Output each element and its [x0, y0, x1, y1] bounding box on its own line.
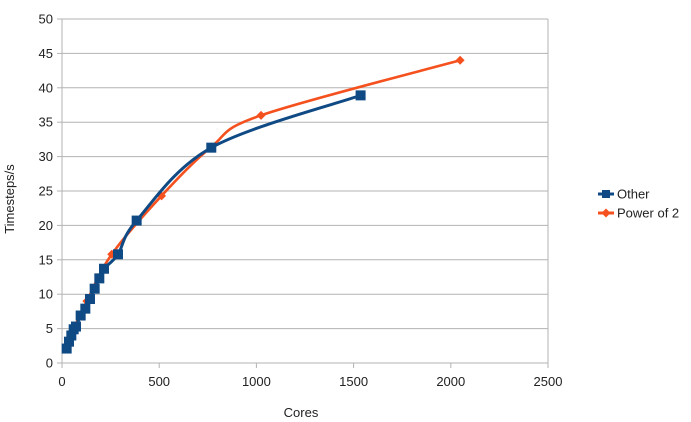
series-other	[61, 90, 366, 354]
data-point	[84, 294, 95, 305]
y-tick-label: 35	[39, 115, 53, 130]
grid-lines	[62, 18, 548, 364]
data-point	[112, 249, 123, 260]
y-tick-label: 15	[39, 252, 53, 267]
y-tick-label: 10	[39, 287, 53, 302]
y-tick-label: 40	[39, 80, 53, 95]
data-point	[355, 90, 366, 101]
y-tick-labels: 0 5 10 15 20 25 30 35 40 45 50	[39, 12, 53, 371]
axes	[57, 18, 549, 368]
x-tick-label: 2500	[534, 374, 563, 389]
x-tick-label: 1500	[339, 374, 368, 389]
y-tick-label: 45	[39, 46, 53, 61]
legend-marker	[602, 190, 610, 198]
data-point	[66, 330, 77, 341]
x-tick-label: 1000	[242, 374, 271, 389]
y-tick-label: 20	[39, 218, 53, 233]
data-point	[206, 142, 217, 153]
y-tick-label: 0	[46, 356, 53, 371]
data-point	[80, 303, 91, 314]
legend-label: Other	[617, 187, 650, 202]
series-line	[65, 93, 363, 351]
x-tick-label: 500	[148, 374, 170, 389]
legend-marker	[601, 208, 611, 218]
series-line	[66, 58, 462, 346]
y-tick-label: 5	[46, 321, 53, 336]
data-point	[61, 343, 72, 354]
data-point	[98, 263, 109, 274]
data-point	[455, 55, 465, 65]
y-tick-label: 25	[39, 184, 53, 199]
data-point	[70, 321, 81, 332]
data-point	[63, 336, 74, 347]
x-tick-label: 2000	[436, 374, 465, 389]
y-tick-label: 50	[39, 12, 53, 27]
series-power-of-2	[63, 55, 465, 349]
x-axis-title: Cores	[284, 405, 319, 420]
data-point	[94, 273, 105, 284]
data-point	[89, 283, 100, 294]
series-group	[61, 55, 465, 354]
data-point	[131, 215, 142, 226]
legend: Other Power of 2	[598, 187, 679, 221]
data-point	[256, 110, 266, 120]
x-tick-label: 0	[58, 374, 65, 389]
data-point	[75, 310, 86, 321]
x-tick-labels: 0 500 1000 1500 2000 2500	[58, 374, 562, 389]
legend-label: Power of 2	[617, 206, 679, 221]
y-axis-title: Timesteps/s	[2, 164, 17, 234]
y-tick-label: 30	[39, 149, 53, 164]
